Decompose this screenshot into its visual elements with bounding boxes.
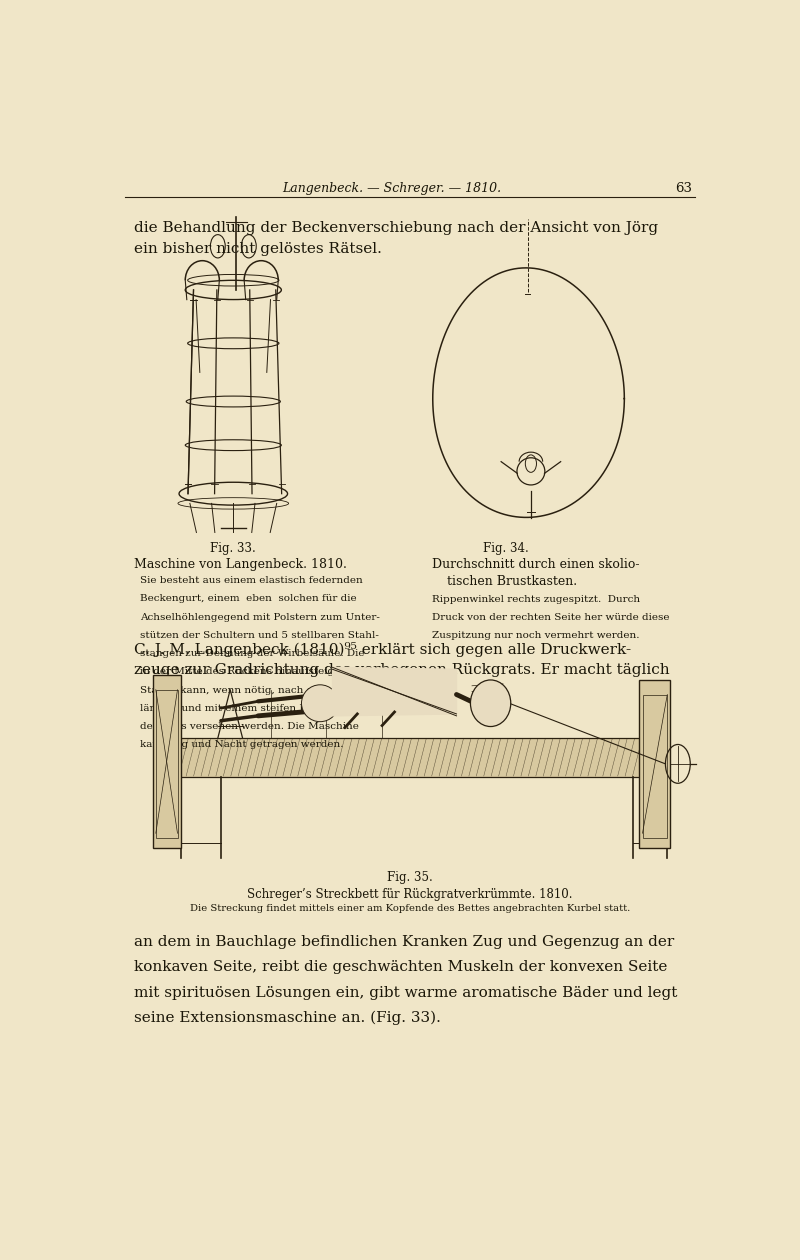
Text: Zuspitzung nur noch vermehrt werden.: Zuspitzung nur noch vermehrt werden. xyxy=(432,631,639,640)
Text: den Hals versehen werden. Die Maschine: den Hals versehen werden. Die Maschine xyxy=(140,722,359,731)
FancyBboxPatch shape xyxy=(153,675,181,848)
Text: längert und mit einem steifen Kragen für: längert und mit einem steifen Kragen für xyxy=(140,704,357,713)
Text: stangen zur Dehnung der Wirbelsäule. Die: stangen zur Dehnung der Wirbelsäule. Die xyxy=(140,649,365,658)
Text: in der Mitte des Rückens hinaufsteigende: in der Mitte des Rückens hinaufsteigende xyxy=(140,668,360,677)
Text: die Behandlung der Beckenverschiebung nach der Ansicht von Jörg: die Behandlung der Beckenverschiebung na… xyxy=(134,220,658,236)
Ellipse shape xyxy=(302,685,338,722)
FancyBboxPatch shape xyxy=(165,738,658,777)
Text: tischen Brustkasten.: tischen Brustkasten. xyxy=(447,575,578,588)
Text: Fig. 33.: Fig. 33. xyxy=(210,542,256,556)
Text: kann Tag und Nacht getragen werden.: kann Tag und Nacht getragen werden. xyxy=(140,741,344,750)
Text: Fig. 35.: Fig. 35. xyxy=(387,871,433,885)
Text: Stange kann, wenn nötig, nach oben ver-: Stange kann, wenn nötig, nach oben ver- xyxy=(140,685,357,694)
Text: Maschine von Langenbeck. 1810.: Maschine von Langenbeck. 1810. xyxy=(134,558,347,571)
Text: Druck von der rechten Seite her würde diese: Druck von der rechten Seite her würde di… xyxy=(432,612,669,622)
Text: stützen der Schultern und 5 stellbaren Stahl-: stützen der Schultern und 5 stellbaren S… xyxy=(140,631,379,640)
Text: Langenbeck. — Schreger. — 1810.: Langenbeck. — Schreger. — 1810. xyxy=(282,183,501,195)
Polygon shape xyxy=(333,668,457,716)
Text: zeuge zur Gradrichtung des verbogenen Rückgrats. Er macht täglich: zeuge zur Gradrichtung des verbogenen Rü… xyxy=(134,664,670,678)
Text: an dem in Bauchlage befindlichen Kranken Zug und Gegenzug an der: an dem in Bauchlage befindlichen Kranken… xyxy=(134,935,674,949)
Text: 63: 63 xyxy=(675,183,692,195)
Text: ein bisher nicht gelöstes Rätsel.: ein bisher nicht gelöstes Rätsel. xyxy=(134,242,382,256)
Text: Schreger’s Streckbett für Rückgratverkrümmte. 1810.: Schreger’s Streckbett für Rückgratverkrü… xyxy=(247,887,573,901)
Text: Beckengurt, einem  eben  solchen für die: Beckengurt, einem eben solchen für die xyxy=(140,595,357,604)
FancyBboxPatch shape xyxy=(639,680,670,848)
Ellipse shape xyxy=(470,680,510,727)
Text: C. J. M. Langenbeck (1810)⁹⁵ erklärt sich gegen alle Druckwerk-: C. J. M. Langenbeck (1810)⁹⁵ erklärt sic… xyxy=(134,643,631,658)
Text: konkaven Seite, reibt die geschwächten Muskeln der konvexen Seite: konkaven Seite, reibt die geschwächten M… xyxy=(134,960,667,974)
Text: Fig. 34.: Fig. 34. xyxy=(483,542,529,556)
Text: seine Extensionsmaschine an. (Fig. 33).: seine Extensionsmaschine an. (Fig. 33). xyxy=(134,1011,441,1026)
Text: Die Streckung findet mittels einer am Kopfende des Bettes angebrachten Kurbel st: Die Streckung findet mittels einer am Ko… xyxy=(190,905,630,914)
Text: mit spirituösen Lösungen ein, gibt warme aromatische Bäder und legt: mit spirituösen Lösungen ein, gibt warme… xyxy=(134,985,678,999)
Text: Achselhöhlengegend mit Polstern zum Unter-: Achselhöhlengegend mit Polstern zum Unte… xyxy=(140,612,380,621)
Text: Durchschnitt durch einen skolio-: Durchschnitt durch einen skolio- xyxy=(432,558,639,571)
Text: Sie besteht aus einem elastisch federnden: Sie besteht aus einem elastisch federnde… xyxy=(140,576,363,585)
Text: Rippenwinkel rechts zugespitzt.  Durch: Rippenwinkel rechts zugespitzt. Durch xyxy=(432,595,640,604)
